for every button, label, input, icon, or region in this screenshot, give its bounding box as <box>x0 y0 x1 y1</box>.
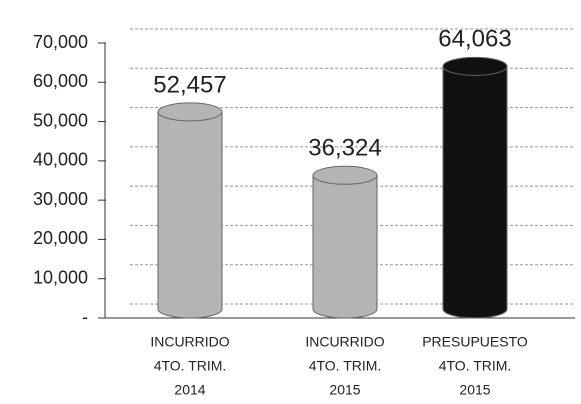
x-tick-label: 2014 <box>174 382 205 398</box>
x-tick-label: 2015 <box>459 382 490 398</box>
y-tick-label: 30,000 <box>33 189 88 209</box>
y-tick-label: 40,000 <box>33 150 88 170</box>
y-tick-label: - <box>82 307 88 327</box>
value-label: 36,324 <box>308 135 381 162</box>
x-tick-label: 2015 <box>329 382 360 398</box>
x-tick-label: INCURRIDO <box>150 334 229 350</box>
x-tick-label: PRESUPUESTO <box>422 334 528 350</box>
bar <box>312 174 378 319</box>
bar-top <box>312 165 378 185</box>
value-label: 52,457 <box>153 71 226 98</box>
bar-top <box>442 56 508 76</box>
y-tick-label: 70,000 <box>33 32 88 52</box>
y-tick-label: 50,000 <box>33 110 88 130</box>
value-label: 64,063 <box>438 26 511 53</box>
x-tick-label: 4TO. TRIM. <box>309 358 382 374</box>
x-tick-label: INCURRIDO <box>305 334 384 350</box>
bar-top <box>157 102 223 122</box>
y-tick-label: 10,000 <box>33 267 88 287</box>
y-tick-label: 20,000 <box>33 228 88 248</box>
x-tick-label: 4TO. TRIM. <box>154 358 227 374</box>
bar <box>442 65 508 319</box>
bar <box>157 111 223 319</box>
y-tick-label: 60,000 <box>33 71 88 91</box>
x-tick-label: 4TO. TRIM. <box>439 358 512 374</box>
